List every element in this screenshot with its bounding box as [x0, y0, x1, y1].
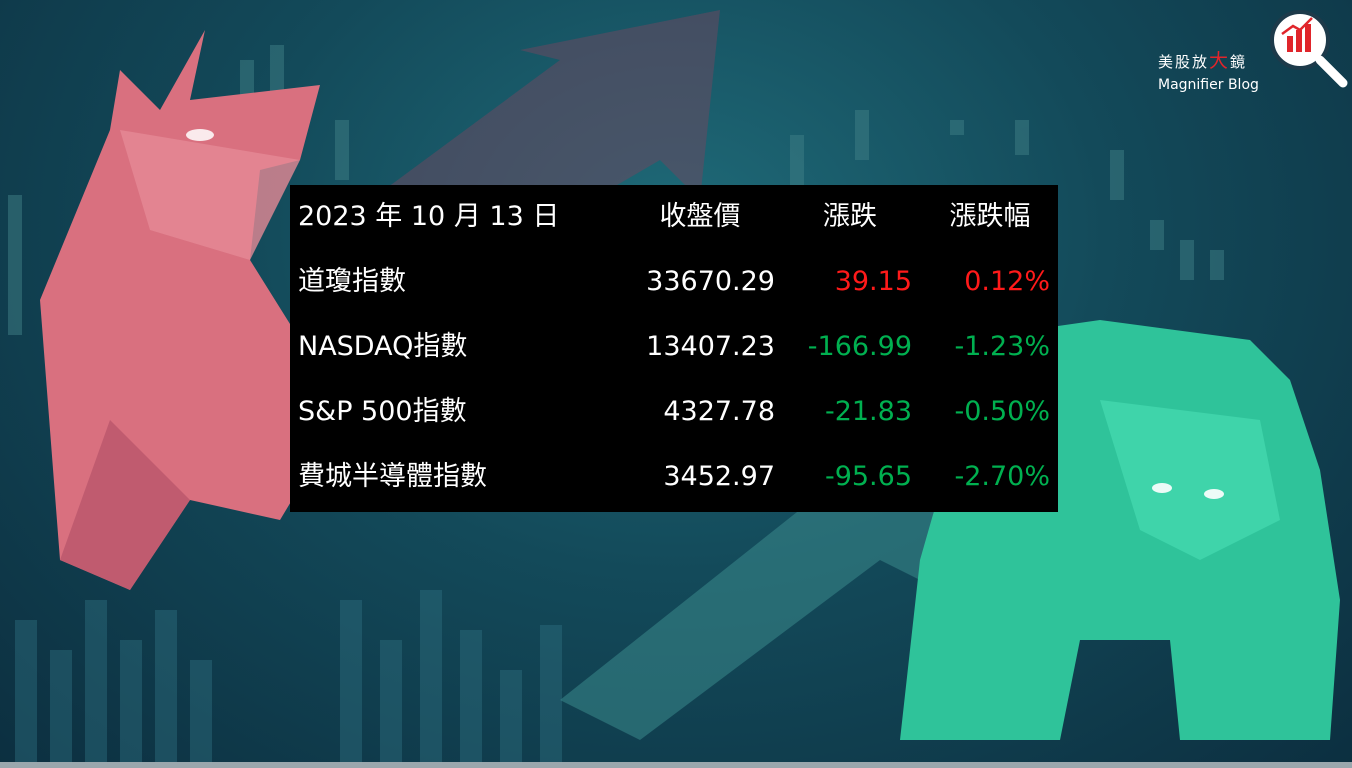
value-cell: -21.83 — [824, 396, 912, 427]
header-cell: 漲跌 — [823, 201, 877, 232]
logo-text: 大 — [1209, 50, 1231, 72]
header-row: 2023 年 10 月 13 日 收盤價 漲跌 漲跌幅 — [290, 197, 1058, 237]
value-cell: 13407.23 — [646, 331, 775, 362]
logo-subtitle: Magnifier Blog — [1158, 77, 1259, 93]
data-row: NASDAQ指數 13407.23 -166.99 -1.23% — [290, 327, 1058, 367]
header-cell: 收盤價 — [659, 201, 741, 232]
index-name: 道瓊指數 — [298, 266, 406, 297]
value-cell: -0.50% — [954, 396, 1050, 427]
value-cell: 4327.78 — [663, 396, 775, 427]
header-cell: 2023 年 10 月 13 日 — [298, 201, 560, 232]
value-cell: 3452.97 — [663, 461, 775, 492]
logo-text: 美股放 — [1158, 53, 1210, 71]
data-row: 道瓊指數 33670.29 39.15 0.12% — [290, 262, 1058, 302]
logo-text: 鏡 — [1230, 53, 1248, 71]
value-cell: -95.65 — [824, 461, 912, 492]
header-cell: 漲跌幅 — [949, 201, 1031, 232]
index-name: 費城半導體指數 — [298, 461, 487, 492]
value-cell: 33670.29 — [646, 266, 775, 297]
value-cell: -1.23% — [954, 331, 1050, 362]
value-cell: 39.15 — [834, 266, 912, 297]
data-row: 費城半導體指數 3452.97 -95.65 -2.70% — [290, 457, 1058, 497]
value-cell: -2.70% — [954, 461, 1050, 492]
value-cell: -166.99 — [807, 331, 912, 362]
logo: 美股放大鏡 Magnifier Blog — [1158, 46, 1259, 93]
data-row: S&P 500指數 4327.78 -21.83 -0.50% — [290, 392, 1058, 432]
value-cell: 0.12% — [964, 266, 1050, 297]
logo-name: 美股放大鏡 — [1158, 46, 1259, 73]
index-name: S&P 500指數 — [298, 396, 467, 427]
index-name: NASDAQ指數 — [298, 331, 468, 362]
quote-table: 2023 年 10 月 13 日 收盤價 漲跌 漲跌幅道瓊指數 33670.29 39.1… — [290, 185, 1058, 512]
